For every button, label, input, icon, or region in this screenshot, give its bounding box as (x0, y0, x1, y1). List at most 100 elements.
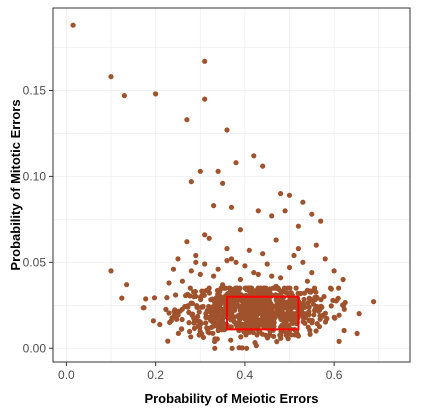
data-point (167, 319, 173, 325)
data-point (324, 316, 330, 322)
data-point (254, 288, 260, 294)
data-point (278, 288, 284, 294)
highlight-box (226, 295, 300, 331)
data-point (301, 296, 307, 303)
data-point (308, 289, 314, 295)
data-point (166, 310, 172, 316)
data-point (236, 345, 242, 351)
data-point (233, 259, 239, 265)
data-point (295, 246, 301, 252)
data-point (70, 22, 76, 28)
data-point (286, 314, 292, 320)
data-point (157, 321, 163, 328)
data-point (202, 232, 208, 238)
data-point (279, 299, 285, 305)
data-point (322, 256, 328, 262)
data-point (108, 268, 114, 274)
data-point (237, 227, 243, 233)
data-point (332, 315, 338, 321)
data-point (193, 252, 199, 259)
data-point (208, 297, 214, 303)
data-point (305, 324, 311, 330)
data-point (331, 268, 337, 274)
data-point (150, 318, 156, 324)
data-point (187, 285, 193, 291)
data-point (186, 320, 192, 326)
x-tick-label: 0.2 (147, 368, 164, 382)
data-point (174, 316, 180, 322)
data-point (313, 242, 319, 248)
data-point (197, 168, 203, 174)
data-point (211, 203, 217, 209)
data-point (312, 294, 318, 300)
data-point (243, 285, 249, 291)
data-point (354, 330, 360, 337)
data-point (143, 296, 149, 302)
data-point (249, 301, 255, 307)
data-point (205, 327, 211, 333)
data-point (311, 312, 317, 318)
data-point (206, 235, 212, 241)
data-point (246, 329, 253, 335)
data-point (220, 282, 226, 288)
data-point (202, 58, 208, 64)
x-tick-label: 0.6 (326, 368, 343, 382)
data-point (218, 306, 224, 313)
data-point (264, 311, 270, 317)
data-point (200, 303, 206, 310)
data-point (251, 153, 257, 159)
data-point (255, 271, 261, 277)
data-point (240, 321, 246, 327)
data-point (187, 293, 193, 299)
data-point (304, 278, 310, 284)
data-point (165, 338, 171, 344)
data-point (260, 251, 266, 257)
data-point (258, 285, 264, 291)
data-point (278, 316, 284, 322)
data-point (179, 278, 185, 284)
data-point (239, 298, 245, 304)
data-point (292, 332, 298, 338)
data-point (328, 303, 334, 309)
data-point (278, 275, 284, 281)
data-point (278, 332, 284, 338)
data-point (356, 311, 362, 317)
data-point (175, 256, 181, 262)
data-point (260, 163, 266, 169)
data-point (306, 304, 312, 310)
data-point (267, 286, 273, 292)
data-point (231, 319, 237, 325)
data-point (253, 343, 259, 349)
data-point (286, 264, 293, 271)
data-point (309, 211, 315, 217)
data-point (164, 295, 170, 301)
data-point (191, 315, 197, 321)
data-point (247, 285, 253, 291)
data-point (242, 263, 248, 269)
data-point (265, 323, 271, 329)
data-point (269, 213, 275, 219)
data-point (258, 321, 264, 327)
data-point (140, 305, 146, 311)
y-axis-ticks: 0.00 0.05 0.10 0.15 (23, 83, 53, 355)
data-point (278, 191, 284, 197)
data-point (287, 285, 293, 291)
data-point (327, 285, 334, 291)
data-point (215, 324, 221, 330)
data-point (336, 285, 342, 291)
data-point (228, 337, 234, 343)
data-point (184, 239, 190, 245)
data-point (229, 345, 235, 351)
data-point (204, 307, 210, 314)
data-point (191, 294, 197, 300)
data-point (215, 266, 221, 272)
data-point (310, 301, 316, 307)
data-point (166, 280, 172, 286)
data-point (274, 339, 280, 345)
data-point (298, 309, 304, 315)
panel-border (52, 7, 411, 363)
x-axis-ticks: 0.0 0.2 0.4 0.6 (58, 362, 343, 382)
data-point (301, 313, 307, 319)
data-point (291, 252, 297, 259)
y-tick-label: 0.10 (23, 169, 47, 183)
